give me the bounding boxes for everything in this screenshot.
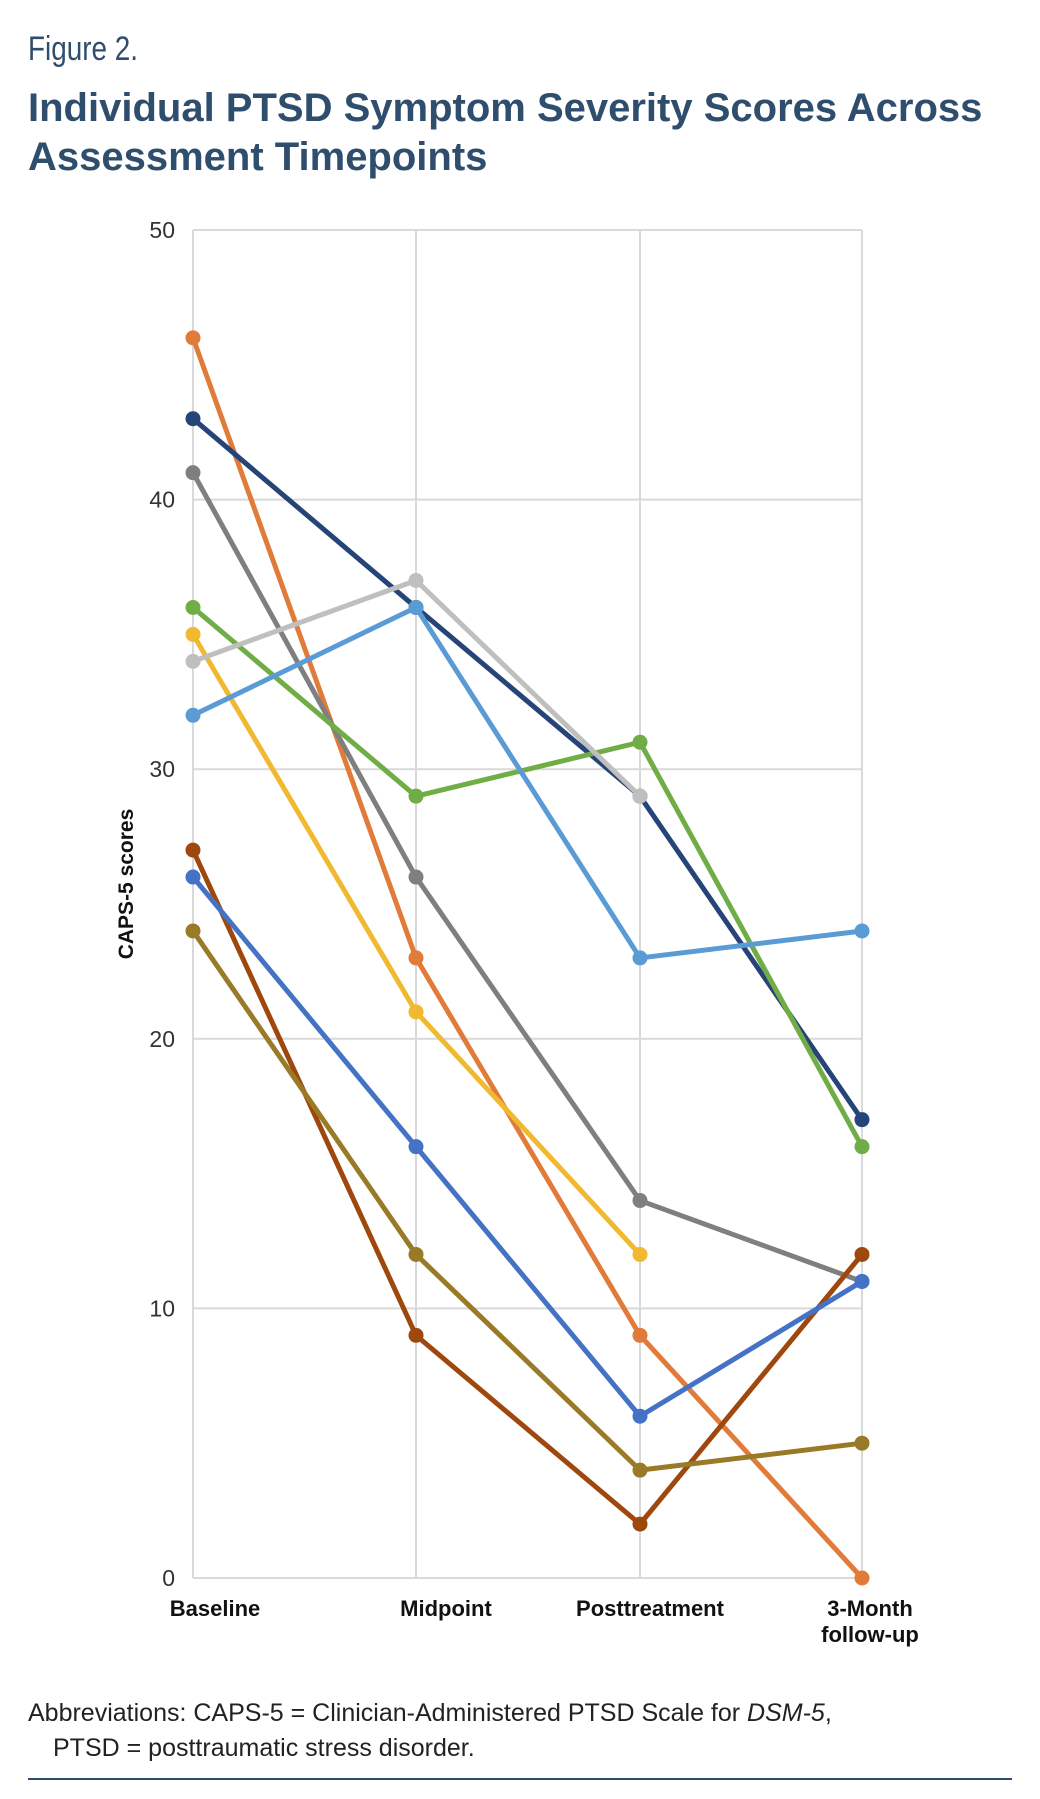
data-point xyxy=(632,1408,648,1424)
series-7 xyxy=(185,599,870,966)
data-point xyxy=(408,1139,424,1155)
data-point xyxy=(408,1004,424,1020)
data-point xyxy=(408,950,424,966)
footnote-line-2: PTSD = posttraumatic stress disorder. xyxy=(53,1734,475,1762)
data-point xyxy=(185,653,201,669)
data-point xyxy=(632,734,648,750)
data-point xyxy=(408,1327,424,1343)
series-5 xyxy=(185,626,648,1262)
data-point xyxy=(854,1570,870,1586)
series-9 xyxy=(185,869,870,1424)
data-point xyxy=(185,869,201,885)
x-tick-label: Baseline xyxy=(170,1596,261,1621)
abbreviations-footnote: Abbreviations: CAPS-5 = Clinician-Admini… xyxy=(28,1696,1008,1766)
data-point xyxy=(854,923,870,939)
data-point xyxy=(632,950,648,966)
data-point xyxy=(854,1246,870,1262)
series-line xyxy=(190,604,865,961)
series-10 xyxy=(185,923,870,1478)
y-tick-label: 20 xyxy=(149,1026,175,1052)
x-tick-label: 3-Month xyxy=(827,1596,913,1621)
y-tick-label: 10 xyxy=(149,1295,175,1321)
data-point xyxy=(408,599,424,615)
data-point xyxy=(185,923,201,939)
y-tick-label: 50 xyxy=(149,217,175,243)
series-6 xyxy=(185,572,648,804)
data-point xyxy=(854,1139,870,1155)
data-point xyxy=(632,1462,648,1478)
figure-label: Figure 2. xyxy=(28,30,139,68)
data-point xyxy=(632,1516,648,1532)
series-1 xyxy=(185,330,870,1586)
series-line xyxy=(190,847,865,1527)
chart-series xyxy=(185,330,870,1586)
data-point xyxy=(185,465,201,481)
y-tick-label: 0 xyxy=(162,1565,175,1591)
series-8 xyxy=(185,842,870,1532)
y-axis-label: CAPS-5 scores xyxy=(115,809,138,960)
figure-title: Individual PTSD Symptom Severity Scores … xyxy=(28,86,983,179)
x-tick-label: Posttreatment xyxy=(576,1596,725,1621)
data-point xyxy=(632,1327,648,1343)
x-tick-label: follow-up xyxy=(821,1622,919,1647)
series-line xyxy=(190,470,865,1284)
data-point xyxy=(854,1112,870,1128)
data-point xyxy=(185,599,201,615)
bottom-rule xyxy=(28,1778,1012,1780)
x-axis-ticks: Baseline Midpoint Posttreatment 3-Monthfoll… xyxy=(170,1596,919,1647)
data-point xyxy=(185,411,201,427)
series-line xyxy=(190,335,865,1581)
data-point xyxy=(854,1273,870,1289)
data-point xyxy=(185,330,201,346)
data-point xyxy=(632,1193,648,1209)
data-point xyxy=(632,788,648,804)
data-point xyxy=(185,707,201,723)
data-point xyxy=(854,1435,870,1451)
line-chart: 0 10 20 30 40 50 Baseline Midpoint Posttreatmen… xyxy=(115,217,919,1647)
y-axis-ticks: 0 10 20 30 40 50 xyxy=(149,217,175,1591)
data-point xyxy=(408,1246,424,1262)
footnote-italic: DSM-5 xyxy=(747,1699,825,1727)
data-point xyxy=(408,572,424,588)
y-tick-label: 30 xyxy=(149,756,175,782)
series-line xyxy=(190,928,865,1473)
data-point xyxy=(185,626,201,642)
series-3 xyxy=(185,465,870,1289)
data-point xyxy=(408,869,424,885)
y-tick-label: 40 xyxy=(149,487,175,513)
data-point xyxy=(185,842,201,858)
series-line xyxy=(190,874,865,1419)
footnote-prefix: Abbreviations: CAPS-5 = Clinician-Admini… xyxy=(28,1699,748,1727)
series-line xyxy=(190,416,865,1123)
data-point xyxy=(632,1246,648,1262)
data-point xyxy=(408,788,424,804)
x-tick-label: Midpoint xyxy=(400,1596,492,1621)
footnote-suffix: , xyxy=(824,1699,832,1727)
